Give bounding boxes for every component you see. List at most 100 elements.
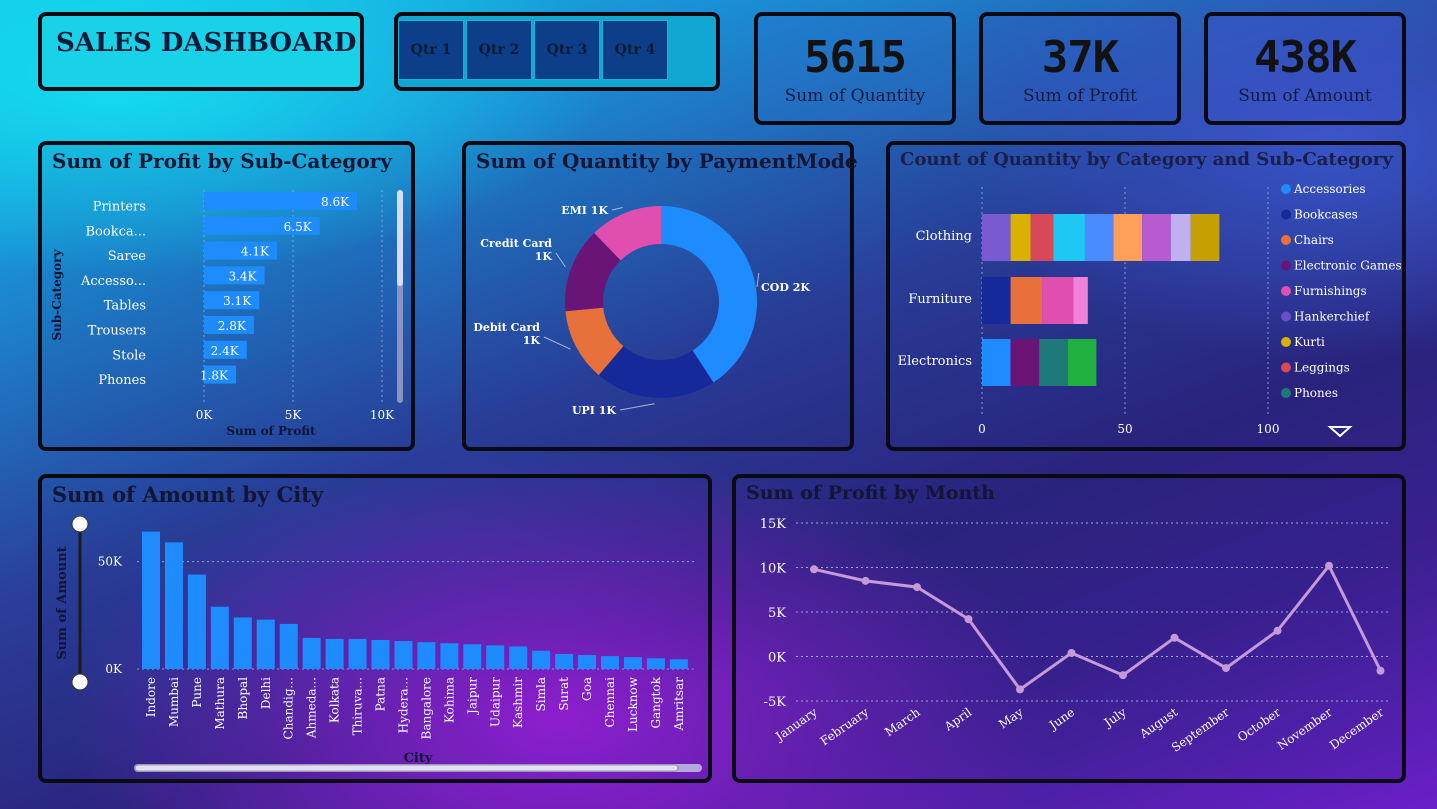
bar[interactable] xyxy=(233,617,252,669)
bar[interactable] xyxy=(578,655,597,669)
y-tick-label: 50K xyxy=(98,555,123,569)
bar[interactable] xyxy=(371,640,390,669)
data-point[interactable] xyxy=(1016,685,1024,694)
legend-marker xyxy=(1281,337,1291,347)
bar[interactable] xyxy=(509,646,528,669)
data-point[interactable] xyxy=(1222,664,1230,673)
bar[interactable] xyxy=(164,542,183,669)
bar-segment[interactable] xyxy=(1042,277,1074,324)
chart-title: Sum of Profit by Month xyxy=(746,482,995,504)
bar[interactable] xyxy=(601,656,619,669)
bar[interactable] xyxy=(348,638,367,669)
bar-segment[interactable] xyxy=(1190,214,1220,261)
y-tick-label: -5K xyxy=(764,695,787,710)
slider-handle[interactable] xyxy=(71,515,89,533)
data-point[interactable] xyxy=(1325,561,1333,570)
bar[interactable] xyxy=(417,642,436,669)
bar[interactable] xyxy=(532,650,551,669)
donut-slice[interactable] xyxy=(594,206,661,261)
bar[interactable] xyxy=(204,316,254,334)
bar[interactable] xyxy=(669,659,688,669)
bar-segment[interactable] xyxy=(982,214,1011,261)
bar[interactable] xyxy=(646,658,665,669)
bar[interactable] xyxy=(463,644,482,669)
bar-segment[interactable] xyxy=(982,277,1011,324)
bar-segment[interactable] xyxy=(1010,339,1040,386)
bar-segment[interactable] xyxy=(1053,214,1085,261)
kpi-label: Sum of Profit xyxy=(1022,86,1138,106)
bar[interactable] xyxy=(142,531,160,669)
x-tick-label: October xyxy=(1235,705,1283,745)
count-by-category-chart: 0 50 100 Clothing Furniture Electronics Access… xyxy=(898,182,1402,438)
legend-marker xyxy=(1281,388,1291,398)
data-point[interactable] xyxy=(964,615,973,624)
quarter-button-3[interactable]: Qtr 3 xyxy=(534,20,600,80)
x-tick-label: Lucknow xyxy=(626,676,640,732)
bar[interactable] xyxy=(394,641,413,669)
quarter-button-1[interactable]: Qtr 1 xyxy=(398,20,464,80)
bar[interactable] xyxy=(279,623,298,669)
bar-segment[interactable] xyxy=(1170,214,1191,261)
bar-segment[interactable] xyxy=(1030,214,1054,261)
x-tick-label: Bangalore xyxy=(419,677,433,739)
bar[interactable] xyxy=(204,365,237,384)
data-point[interactable] xyxy=(1376,666,1385,675)
donut-slice[interactable] xyxy=(661,206,758,383)
bar[interactable] xyxy=(204,291,260,310)
bar[interactable] xyxy=(204,266,265,285)
scrollbar-thumb[interactable] xyxy=(134,764,679,772)
data-label: 2.4K xyxy=(211,344,240,358)
bar-segment[interactable] xyxy=(1142,214,1171,261)
x-tick-label: Surat xyxy=(557,677,571,711)
data-point[interactable] xyxy=(1273,626,1282,635)
quarter-button-4[interactable]: Qtr 4 xyxy=(602,20,668,80)
data-point[interactable] xyxy=(861,576,870,585)
bar[interactable] xyxy=(210,606,229,669)
bar[interactable] xyxy=(325,638,344,669)
bar[interactable] xyxy=(440,643,459,669)
bar[interactable] xyxy=(204,216,320,235)
profit-by-subcategory-chart: 0K 5K 10K Printers 8.6K Bookca... 6.5K Saree 4.1… xyxy=(50,190,403,438)
bar[interactable] xyxy=(204,192,358,210)
donut-slice[interactable] xyxy=(565,233,621,312)
kpi-card-profit: 37K Sum of Profit xyxy=(979,12,1181,125)
scrollbar-thumb[interactable] xyxy=(397,190,403,286)
bar[interactable] xyxy=(187,574,206,669)
data-point[interactable] xyxy=(1067,648,1076,657)
bar-segment[interactable] xyxy=(1010,277,1043,324)
bar[interactable] xyxy=(204,241,277,260)
bar-segment[interactable] xyxy=(1010,214,1031,261)
data-point[interactable] xyxy=(913,583,921,592)
bar[interactable] xyxy=(623,657,642,669)
leader-line xyxy=(611,206,623,211)
bar[interactable] xyxy=(204,340,247,359)
chevron-down-icon[interactable] xyxy=(1327,426,1353,438)
category-label: Saree xyxy=(108,249,147,264)
bar[interactable] xyxy=(486,645,505,669)
donut-slice[interactable] xyxy=(565,307,624,376)
bar-segment[interactable] xyxy=(1039,339,1068,386)
bar[interactable] xyxy=(256,619,275,669)
chart-title: Count of Quantity by Category and Sub-Ca… xyxy=(900,149,1393,170)
bar[interactable] xyxy=(555,653,574,669)
quarter-button-2[interactable]: Qtr 2 xyxy=(466,20,532,80)
bar-segment[interactable] xyxy=(1084,214,1114,261)
x-tick-label: December xyxy=(1327,705,1386,752)
bar-segment[interactable] xyxy=(1067,339,1097,386)
x-axis-label: Sum of Profit xyxy=(226,424,316,438)
donut-slice[interactable] xyxy=(598,346,714,398)
kpi-card-amount: 438K Sum of Amount xyxy=(1204,12,1406,125)
data-point[interactable] xyxy=(1119,671,1127,680)
bar-segment[interactable] xyxy=(1073,277,1088,324)
bar-segment[interactable] xyxy=(982,339,1011,386)
data-point[interactable] xyxy=(810,565,818,574)
legend-marker xyxy=(1281,209,1291,220)
bar[interactable] xyxy=(302,637,321,669)
x-tick-label: Goa xyxy=(580,677,594,701)
bar-segment[interactable] xyxy=(1113,214,1143,261)
slice-label: UPI 1K xyxy=(572,404,616,417)
x-axis-label: City xyxy=(404,751,433,766)
slider-handle[interactable] xyxy=(71,673,89,691)
x-tick-label: Pune xyxy=(190,677,204,708)
data-point[interactable] xyxy=(1170,633,1179,642)
